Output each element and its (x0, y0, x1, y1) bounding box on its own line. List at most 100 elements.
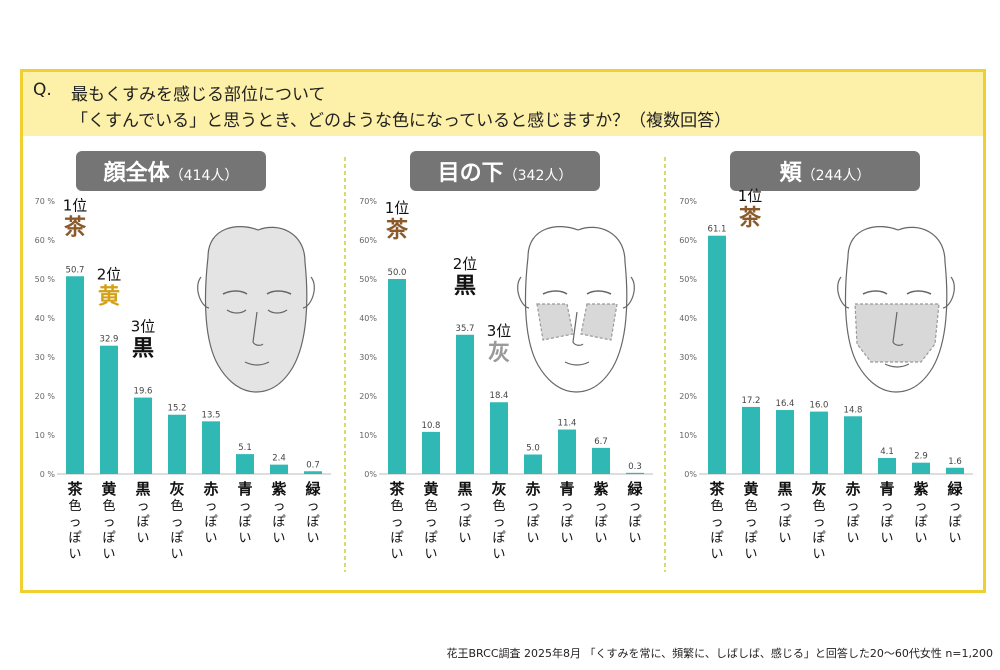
chart3-ytick: 0% (684, 470, 697, 479)
chart3-category-char-4: 色 (812, 498, 825, 514)
chart2-category-char-4: ぽ (492, 531, 505, 546)
chart2-value-label-2: 10.8 (422, 421, 441, 431)
chart1-category-char-6: っ (238, 499, 251, 514)
chart2-category-char-4: い (492, 547, 505, 562)
chart3-category-char-8: ぽ (948, 515, 961, 530)
chart1-rank-label: 2位 (97, 266, 122, 284)
chart3-rank-label: 1位 (738, 187, 763, 205)
chart3-value-label-8: 1.6 (948, 457, 962, 467)
chart2-category-char-7: い (594, 531, 607, 546)
chart1-ytick: 10 % (35, 431, 56, 440)
chart2-category-char-6: い (560, 531, 573, 546)
chart3-category-char-1: 色 (710, 498, 723, 514)
chart2-category-char-8: い (628, 531, 641, 546)
chart1-value-label-6: 5.1 (238, 443, 252, 453)
chart3-ytick: 10% (679, 431, 697, 440)
chart2-category-char-5: 赤 (525, 480, 540, 498)
footnote: 花王BRCC調査 2025年8月 「くすみを常に、頻繁に、しばしば、感じる」と回… (446, 647, 994, 660)
chart1-rank-char: 黒 (132, 337, 154, 362)
chart2-value-label-3: 35.7 (456, 324, 475, 334)
chart1-value-label-8: 0.7 (306, 460, 320, 470)
chart2-bar-3 (456, 334, 474, 474)
chart3-ytick: 40% (679, 314, 697, 323)
chart1-category-char-2: っ (102, 515, 115, 530)
chart2-bar-8 (626, 472, 644, 474)
chart1-category-char-2: ぽ (102, 531, 115, 546)
chart2-ytick: 0% (364, 470, 377, 479)
chart3-category-char-7: っ (914, 499, 927, 514)
face-illustration-cheek (837, 226, 955, 393)
chart2-category-char-5: ぽ (526, 515, 539, 530)
chart1-category-char-5: 赤 (203, 480, 218, 498)
chart1-value-label-4: 15.2 (168, 404, 187, 414)
chart3-category-char-5: っ (846, 499, 859, 514)
chart2-category-char-8: 緑 (627, 480, 643, 498)
chart1-category-char-7: っ (272, 499, 285, 514)
chart3-value-label-3: 16.4 (776, 399, 795, 409)
chart2-category-char-2: っ (424, 515, 437, 530)
chart2-value-label-6: 11.4 (558, 419, 577, 429)
chart2-bar-2 (422, 431, 440, 474)
chart2-category-char-2: い (424, 547, 437, 562)
chart3-title-pill (730, 151, 920, 191)
chart1-category-char-1: っ (68, 515, 81, 530)
chart3-bar-6 (878, 458, 896, 474)
chart2-rank-char: 灰 (488, 340, 510, 366)
chart3-value-label-6: 4.1 (880, 447, 894, 457)
chart3-bar-7 (912, 462, 930, 474)
chart3-category-char-3: 黒 (777, 480, 792, 498)
chart1-category-char-8: 緑 (305, 480, 321, 498)
chart2-category-char-6: っ (560, 499, 573, 514)
chart2-ytick: 70% (359, 197, 377, 206)
chart2-title-pill (410, 151, 600, 191)
chart2-value-label-5: 5.0 (526, 444, 540, 454)
chart2-category-char-3: い (458, 531, 471, 546)
chart2-bar-1 (388, 279, 406, 474)
chart3-category-char-1: 茶 (709, 480, 725, 498)
chart2-ytick: 60% (359, 236, 377, 245)
chart3-category-char-5: ぽ (846, 515, 859, 530)
chart1-bar-6 (236, 454, 254, 474)
chart3-category-char-4: ぽ (812, 531, 825, 546)
chart1-bar-2 (100, 345, 118, 474)
chart2-category-char-6: 青 (559, 480, 574, 498)
chart2-rank-char: 黒 (454, 274, 476, 299)
chart2-category-char-3: 黒 (457, 480, 472, 498)
chart3-category-char-1: っ (710, 515, 723, 530)
chart1-category-char-5: ぽ (204, 515, 217, 530)
chart1-ytick: 70 % (35, 197, 56, 206)
chart2-rank-label: 2位 (453, 255, 478, 273)
chart1-category-char-7: 紫 (271, 480, 286, 498)
chart3-bar-3 (776, 410, 794, 474)
chart1-category-char-6: い (238, 531, 251, 546)
chart1-category-char-4: っ (170, 515, 183, 530)
chart1-category-char-8: い (306, 531, 319, 546)
chart1-bar-5 (202, 421, 220, 474)
chart1-category-char-3: 黒 (135, 480, 150, 498)
chart1-category-char-3: い (136, 531, 149, 546)
chart2-category-char-3: ぽ (458, 515, 471, 530)
chart2-ytick: 10% (359, 431, 377, 440)
question-box: Q. 最もくすみを感じる部位について 「くすんでいる」と思うとき、どのような色に… (23, 72, 983, 136)
chart3-ytick: 60% (679, 236, 697, 245)
chart2-ytick: 20% (359, 392, 377, 401)
chart1-rank-label: 3位 (131, 318, 156, 336)
charts-svg: 顔全体（414人） 0 % 10 % 20 % 30 % 40 % 50 % 60 % 70 %… (35, 151, 973, 572)
chart3-category-char-2: い (744, 547, 757, 562)
chart1-ytick: 30 % (35, 353, 56, 362)
chart2-category-char-5: っ (526, 499, 539, 514)
chart2-ytick: 40% (359, 314, 377, 323)
survey-frame: Q. 最もくすみを感じる部位について 「くすんでいる」と思うとき、どのような色に… (20, 69, 993, 660)
chart1-category-char-8: っ (306, 499, 319, 514)
chart3-category-char-8: っ (948, 499, 961, 514)
chart2-category-char-1: ぽ (390, 531, 403, 546)
chart2-category-char-7: っ (594, 499, 607, 514)
chart1-value-label-1: 50.7 (66, 265, 85, 275)
chart1-category-char-4: 色 (170, 498, 183, 514)
chart2-rank-char: 茶 (386, 218, 409, 243)
chart2-category-char-1: 茶 (389, 480, 405, 498)
chart3-value-label-7: 2.9 (914, 452, 928, 462)
chart3-category-char-7: ぽ (914, 515, 927, 530)
chart1-category-char-2: 黄 (101, 480, 116, 498)
chart1-category-char-5: っ (204, 499, 217, 514)
